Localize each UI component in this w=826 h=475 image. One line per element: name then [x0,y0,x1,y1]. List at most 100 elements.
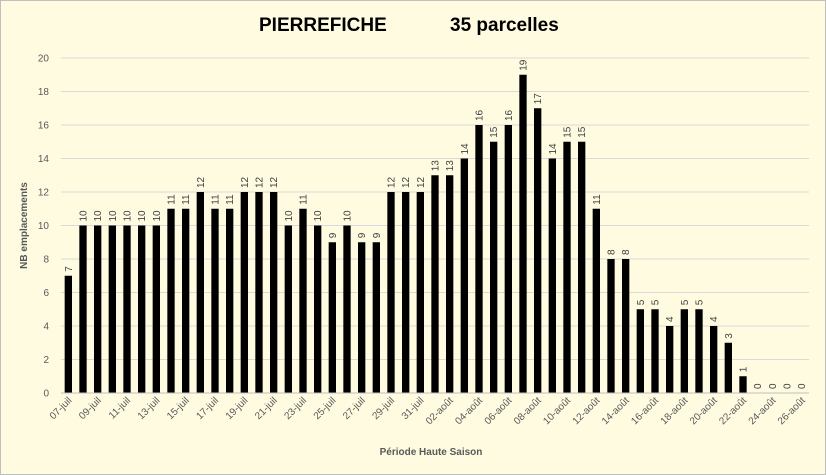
data-label: 5 [651,299,662,305]
data-label: 12 [196,176,207,188]
y-tick-label: 18 [38,87,50,98]
y-tick-label: 16 [38,121,50,132]
bar [578,141,586,393]
bar [416,192,424,393]
x-tick-label: 26-août [776,395,808,427]
bar [240,192,248,393]
x-tick-label: 29-juil [370,395,397,422]
bar [622,259,630,393]
x-tick-label: 07-juil [48,395,75,422]
x-tick-label: 22-août [717,395,749,427]
data-label: 14 [460,143,471,155]
data-label: 11 [299,194,310,205]
x-tick-label: 27-juil [341,395,368,422]
bar [211,208,219,393]
x-tick-label: 17-juil [194,395,221,422]
data-label: 9 [372,232,383,238]
data-label: 10 [123,210,134,222]
bar [724,342,732,393]
y-axis-ticks: 0 2 4 6 8 10 12 14 16 18 20 [38,54,50,400]
x-tick-label: 12-août [571,395,603,427]
x-tick-label: 10-août [541,395,573,427]
x-axis-title: Période Haute Saison [380,447,483,458]
data-label: 0 [768,383,779,389]
bar [167,208,175,393]
data-label: 16 [504,109,515,121]
bar [475,125,483,393]
bar [460,158,468,393]
y-tick-label: 20 [38,54,50,65]
bar [372,242,380,393]
y-tick-label: 0 [43,389,49,400]
bar [299,208,307,393]
data-label: 11 [592,194,603,205]
y-tick-label: 6 [43,288,49,299]
x-tick-label: 11-juil [107,395,133,421]
bar [284,225,292,393]
x-tick-label: 14-août [600,395,632,427]
bar [504,125,512,393]
data-label: 0 [783,383,794,389]
x-tick-label: 16-août [629,395,661,427]
y-tick-label: 10 [38,221,50,232]
bar [226,208,234,393]
bar [563,141,571,393]
bar [196,192,204,393]
data-label: 5 [680,299,691,305]
y-axis-title: NB emplacements [19,182,30,269]
data-label: 4 [709,316,720,322]
bar [314,225,322,393]
data-label: 8 [621,249,632,255]
data-label: 5 [695,299,706,305]
bar [710,326,718,393]
bar [79,225,87,393]
data-label: 0 [753,383,764,389]
data-label: 12 [387,176,398,188]
data-label: 10 [152,210,163,222]
data-label: 10 [284,210,295,222]
data-label: 12 [269,176,280,188]
bar [358,242,366,393]
bar [607,259,615,393]
data-label: 15 [563,126,574,138]
data-label: 4 [665,316,676,322]
x-tick-label: 04-août [453,395,485,427]
bar [343,225,351,393]
bar [548,158,556,393]
y-tick-label: 12 [38,188,50,199]
data-label: 12 [255,176,266,188]
bar [592,208,600,393]
bar [402,192,410,393]
bar [138,225,146,393]
bar [182,208,190,393]
bar [739,376,747,393]
data-label: 14 [548,143,559,155]
data-label: 7 [64,266,75,272]
bar [651,309,659,393]
bar [123,225,131,393]
y-tick-label: 14 [38,154,50,165]
y-tick-label: 8 [43,255,49,266]
data-label: 10 [93,210,104,222]
data-label: 10 [343,210,354,222]
bar [490,141,498,393]
bar [519,74,527,393]
x-tick-label: 09-juil [77,395,104,422]
x-tick-label: 02-août [424,395,456,427]
bar [680,309,688,393]
data-label: 17 [533,93,544,105]
data-label: 15 [489,126,500,138]
data-label: 10 [108,210,119,222]
bar [94,225,102,393]
x-tick-label: 19-juil [224,395,251,422]
data-label: 3 [724,333,735,339]
x-tick-label: 08-août [512,395,544,427]
data-label: 10 [313,210,324,222]
x-tick-label: 18-août [659,395,691,427]
bar [64,275,72,393]
data-label: 8 [607,249,618,255]
y-tick-label: 4 [43,322,49,333]
bar [446,175,454,393]
data-label: 16 [475,109,486,121]
